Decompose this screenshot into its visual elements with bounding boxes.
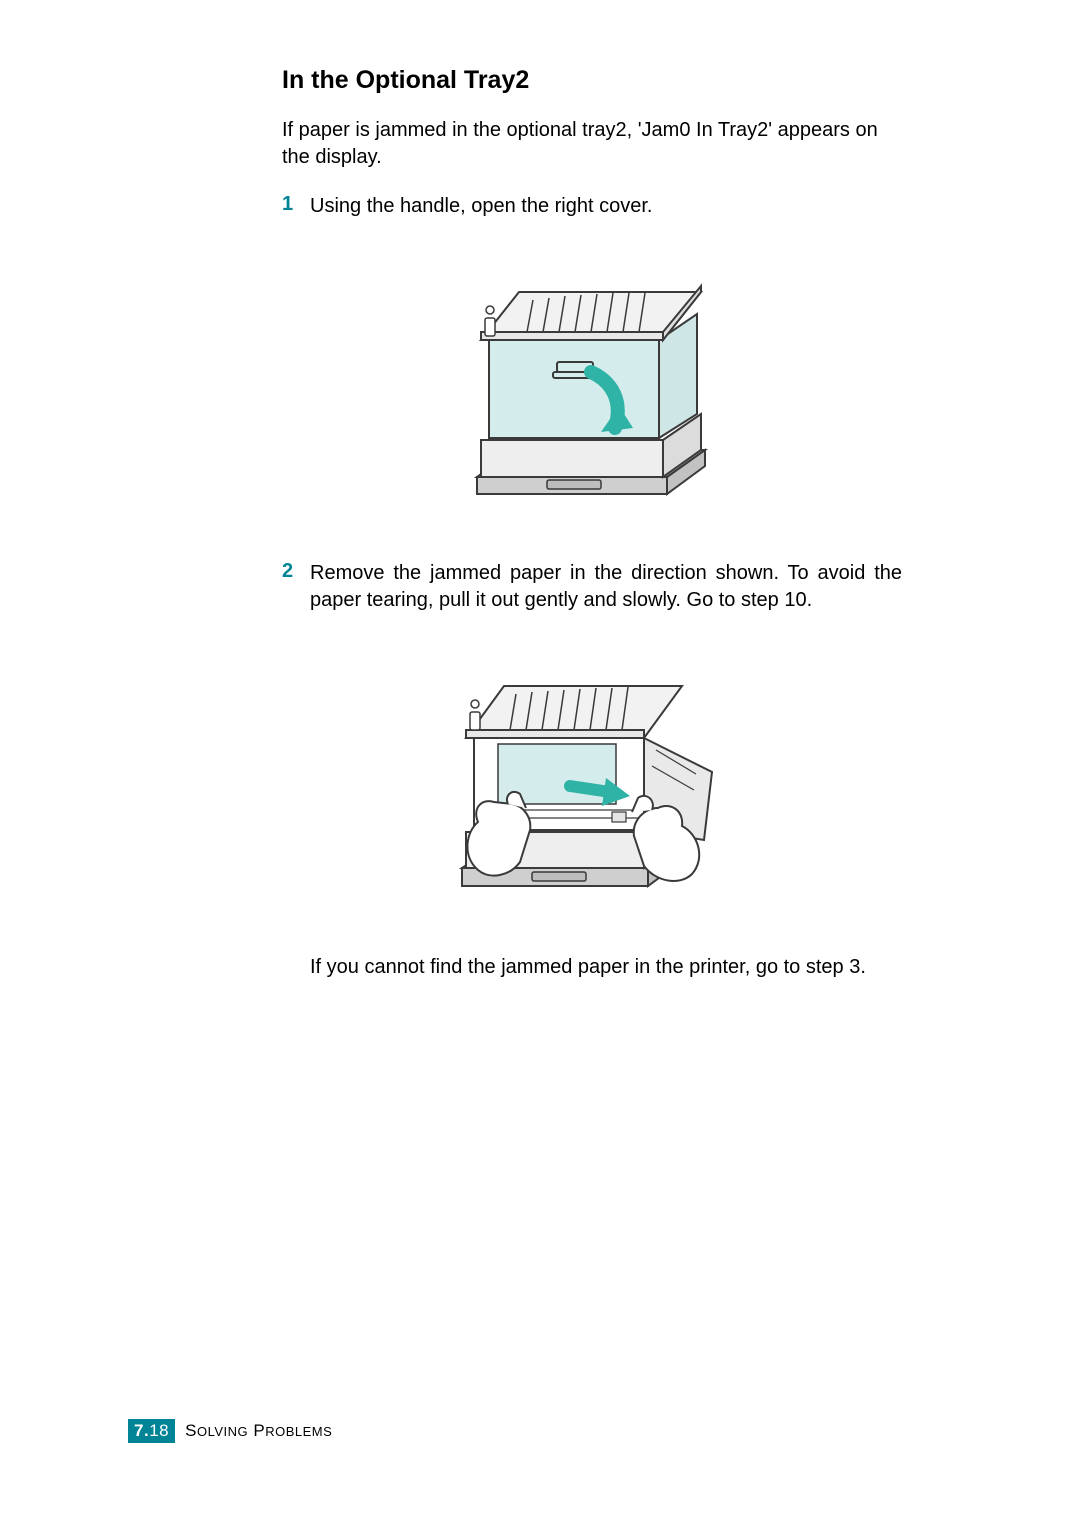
page-number: 18 (149, 1421, 169, 1440)
page-footer: 7.18 SOLVING PROBLEMS (128, 1419, 332, 1443)
page-number-badge: 7.18 (128, 1419, 175, 1443)
step-2-text: Remove the jammed paper in the direction… (310, 560, 902, 614)
step-1: 1 Using the handle, open the right cover… (282, 193, 902, 220)
intro-text: If paper is jammed in the optional tray2… (282, 117, 902, 171)
step-1-text: Using the handle, open the right cover. (310, 193, 652, 220)
section-heading: In the Optional Tray2 (282, 66, 902, 95)
step-1-number: 1 (282, 193, 310, 216)
step-2: 2 Remove the jammed paper in the directi… (282, 560, 902, 614)
step-2-followup: If you cannot find the jammed paper in t… (310, 954, 902, 981)
footer-section-label: SOLVING PROBLEMS (185, 1421, 332, 1441)
step-2-number: 2 (282, 560, 310, 583)
figure-1 (282, 232, 902, 532)
figure-2 (282, 626, 902, 926)
chapter-number: 7. (134, 1421, 149, 1440)
